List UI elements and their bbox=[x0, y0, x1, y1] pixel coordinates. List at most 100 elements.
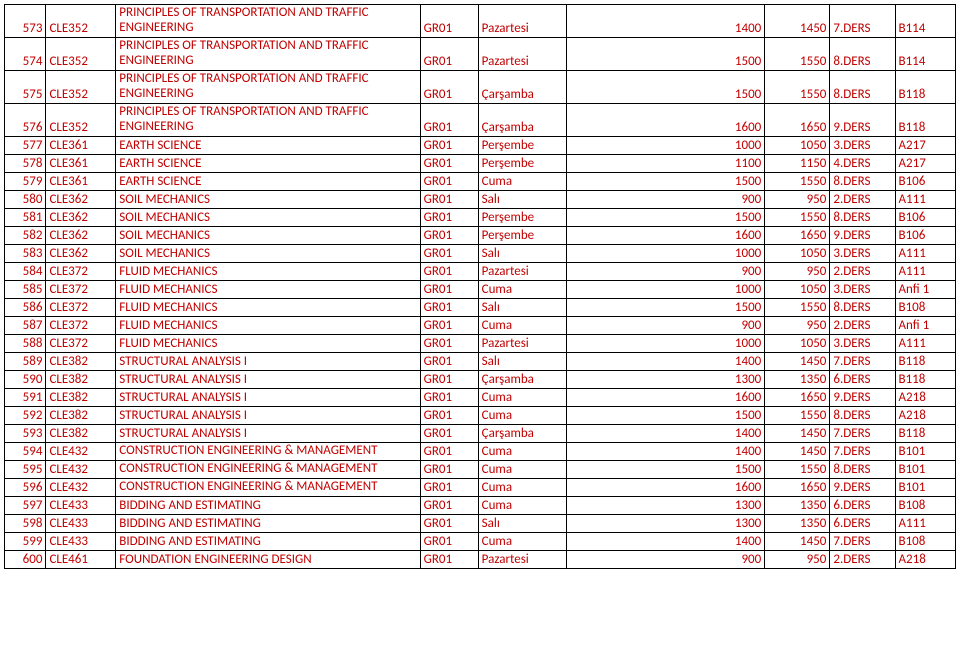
course-code: CLE372 bbox=[46, 298, 116, 316]
end-time: 1550 bbox=[765, 460, 830, 478]
table-row: 584CLE372FLUID MECHANICSGR01Pazartesi900… bbox=[5, 262, 956, 280]
table-row: 577CLE361EARTH SCIENCEGR01Perşembe100010… bbox=[5, 136, 956, 154]
group: GR01 bbox=[420, 424, 478, 442]
end-time: 950 bbox=[765, 190, 830, 208]
day: Çarşamba bbox=[478, 103, 567, 136]
group: GR01 bbox=[420, 370, 478, 388]
table-row: 587CLE372FLUID MECHANICSGR01Cuma9009502.… bbox=[5, 316, 956, 334]
group: GR01 bbox=[420, 172, 478, 190]
row-no: 589 bbox=[5, 352, 46, 370]
period: 2.DERS bbox=[830, 316, 895, 334]
row-no: 583 bbox=[5, 244, 46, 262]
row-no: 573 bbox=[5, 5, 46, 38]
end-time: 1350 bbox=[765, 514, 830, 532]
period: 8.DERS bbox=[830, 172, 895, 190]
group: GR01 bbox=[420, 478, 478, 496]
group: GR01 bbox=[420, 442, 478, 460]
start-time: 1500 bbox=[567, 70, 765, 103]
day: Pazartesi bbox=[478, 37, 567, 70]
course-code: CLE433 bbox=[46, 532, 116, 550]
period: 9.DERS bbox=[830, 478, 895, 496]
table-row: 596CLE432CONSTRUCTION ENGINEERING & MANA… bbox=[5, 478, 956, 496]
day: Perşembe bbox=[478, 208, 567, 226]
group: GR01 bbox=[420, 262, 478, 280]
room: B114 bbox=[895, 37, 956, 70]
course-code: CLE433 bbox=[46, 514, 116, 532]
start-time: 1600 bbox=[567, 226, 765, 244]
table-row: 590CLE382STRUCTURAL ANALYSIS IGR01Çarşam… bbox=[5, 370, 956, 388]
group: GR01 bbox=[420, 352, 478, 370]
course-code: CLE382 bbox=[46, 388, 116, 406]
start-time: 1500 bbox=[567, 208, 765, 226]
day: Cuma bbox=[478, 532, 567, 550]
room: A218 bbox=[895, 406, 956, 424]
start-time: 1500 bbox=[567, 37, 765, 70]
room: A218 bbox=[895, 550, 956, 568]
period: 4.DERS bbox=[830, 154, 895, 172]
course-name: FLUID MECHANICS bbox=[116, 334, 420, 352]
table-row: 580CLE362SOIL MECHANICSGR01Salı9009502.D… bbox=[5, 190, 956, 208]
course-code: CLE361 bbox=[46, 136, 116, 154]
row-no: 582 bbox=[5, 226, 46, 244]
day: Perşembe bbox=[478, 136, 567, 154]
start-time: 1300 bbox=[567, 514, 765, 532]
end-time: 1350 bbox=[765, 370, 830, 388]
course-code: CLE432 bbox=[46, 442, 116, 460]
group: GR01 bbox=[420, 406, 478, 424]
group: GR01 bbox=[420, 316, 478, 334]
row-no: 594 bbox=[5, 442, 46, 460]
row-no: 578 bbox=[5, 154, 46, 172]
room: B108 bbox=[895, 532, 956, 550]
room: Anfi 1 bbox=[895, 280, 956, 298]
course-name: BIDDING AND ESTIMATING bbox=[116, 532, 420, 550]
course-code: CLE382 bbox=[46, 406, 116, 424]
course-name: STRUCTURAL ANALYSIS I bbox=[116, 352, 420, 370]
day: Salı bbox=[478, 352, 567, 370]
end-time: 1550 bbox=[765, 70, 830, 103]
row-no: 598 bbox=[5, 514, 46, 532]
group: GR01 bbox=[420, 496, 478, 514]
table-row: 578CLE361EARTH SCIENCEGR01Perşembe110011… bbox=[5, 154, 956, 172]
table-row: 598CLE433BIDDING AND ESTIMATINGGR01Salı1… bbox=[5, 514, 956, 532]
table-row: 586CLE372FLUID MECHANICSGR01Salı15001550… bbox=[5, 298, 956, 316]
table-row: 574CLE352PRINCIPLES OF TRANSPORTATION AN… bbox=[5, 37, 956, 70]
start-time: 1000 bbox=[567, 280, 765, 298]
room: B108 bbox=[895, 496, 956, 514]
course-code: CLE382 bbox=[46, 370, 116, 388]
course-name: CONSTRUCTION ENGINEERING & MANAGEMENT bbox=[116, 478, 420, 496]
end-time: 1650 bbox=[765, 478, 830, 496]
course-code: CLE352 bbox=[46, 103, 116, 136]
start-time: 1600 bbox=[567, 103, 765, 136]
course-code: CLE432 bbox=[46, 460, 116, 478]
room: B101 bbox=[895, 478, 956, 496]
room: B108 bbox=[895, 298, 956, 316]
table-row: 583CLE362SOIL MECHANICSGR01Salı100010503… bbox=[5, 244, 956, 262]
course-name: SOIL MECHANICS bbox=[116, 208, 420, 226]
table-row: 575CLE352PRINCIPLES OF TRANSPORTATION AN… bbox=[5, 70, 956, 103]
table-row: 581CLE362SOIL MECHANICSGR01Perşembe15001… bbox=[5, 208, 956, 226]
start-time: 900 bbox=[567, 262, 765, 280]
start-time: 900 bbox=[567, 190, 765, 208]
period: 7.DERS bbox=[830, 532, 895, 550]
end-time: 1450 bbox=[765, 442, 830, 460]
period: 3.DERS bbox=[830, 244, 895, 262]
table-row: 588CLE372FLUID MECHANICSGR01Pazartesi100… bbox=[5, 334, 956, 352]
course-name: EARTH SCIENCE bbox=[116, 136, 420, 154]
group: GR01 bbox=[420, 5, 478, 38]
course-code: CLE362 bbox=[46, 244, 116, 262]
row-no: 599 bbox=[5, 532, 46, 550]
course-name: BIDDING AND ESTIMATING bbox=[116, 514, 420, 532]
room: B106 bbox=[895, 208, 956, 226]
start-time: 1400 bbox=[567, 424, 765, 442]
room: B118 bbox=[895, 370, 956, 388]
room: B118 bbox=[895, 103, 956, 136]
course-name: STRUCTURAL ANALYSIS I bbox=[116, 406, 420, 424]
room: A111 bbox=[895, 262, 956, 280]
course-code: CLE372 bbox=[46, 334, 116, 352]
row-no: 597 bbox=[5, 496, 46, 514]
day: Cuma bbox=[478, 406, 567, 424]
course-name: PRINCIPLES OF TRANSPORTATION AND TRAFFIC… bbox=[116, 5, 420, 38]
course-code: CLE382 bbox=[46, 352, 116, 370]
period: 7.DERS bbox=[830, 352, 895, 370]
period: 9.DERS bbox=[830, 103, 895, 136]
